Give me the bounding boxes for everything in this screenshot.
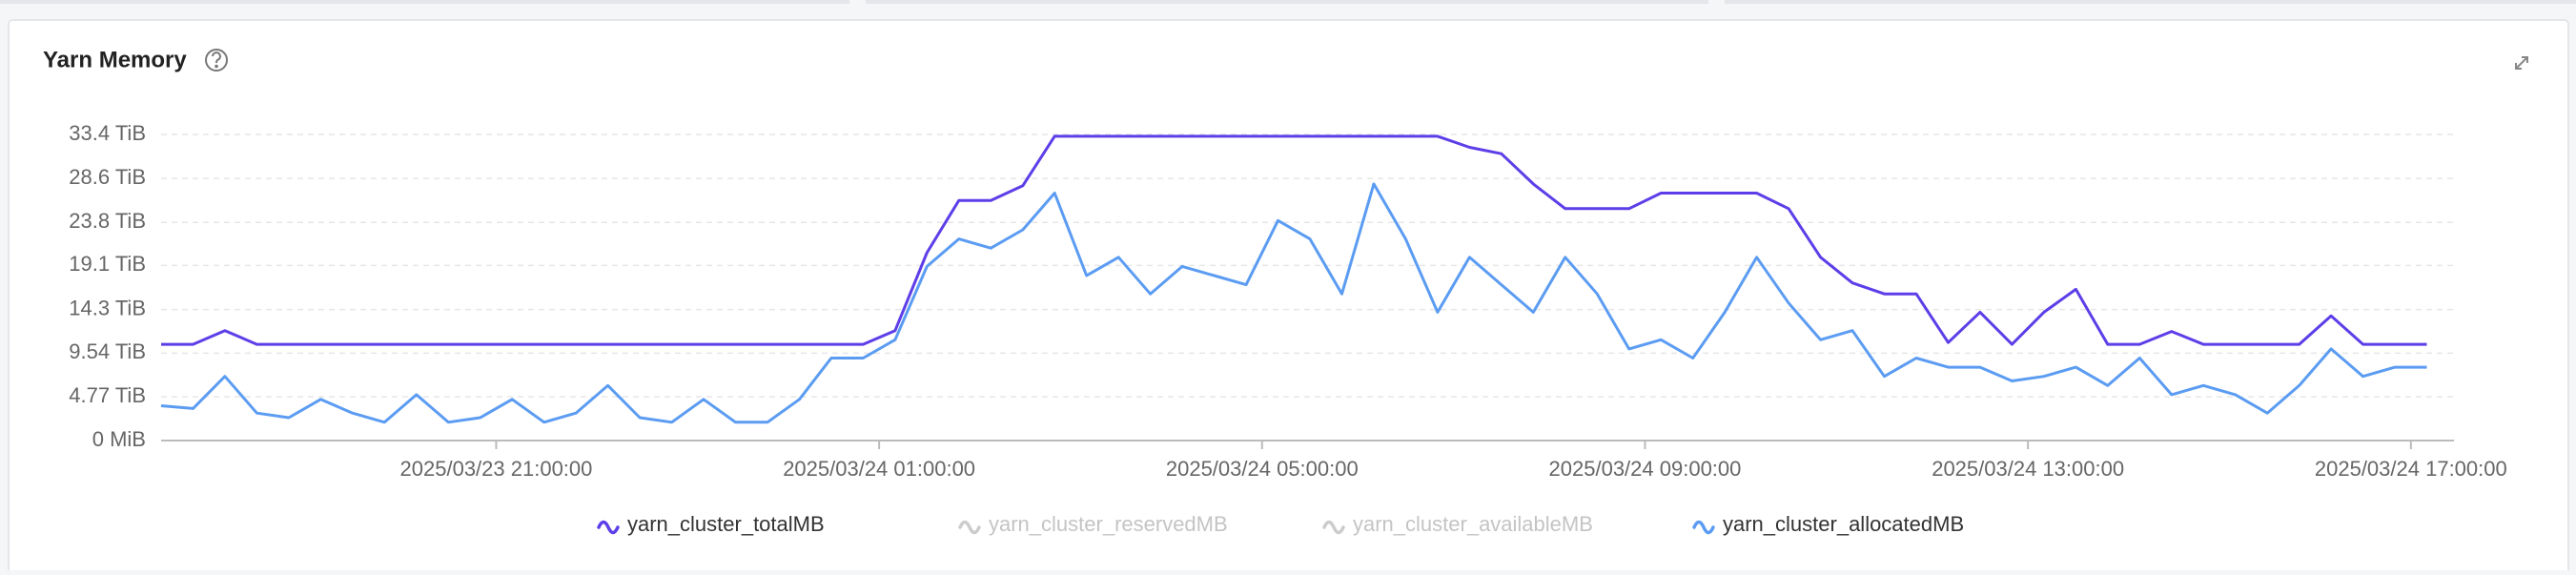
help-icon[interactable] (205, 49, 228, 72)
plot (160, 134, 2427, 424)
card-edge (0, 0, 849, 4)
legend-icon (958, 520, 981, 535)
y-tick-label: 0 MiB (92, 427, 146, 451)
legend-icon (1322, 520, 1345, 535)
grid (161, 133, 2454, 398)
y-tick-label: 14.3 TiB (69, 296, 146, 319)
card-edge (866, 0, 1708, 4)
legend-label: yarn_cluster_allocatedMB (1723, 512, 1964, 536)
x-tick-label: 2025/03/23 21:00:00 (400, 457, 593, 481)
legend-item[interactable]: yarn_cluster_allocatedMB (1692, 512, 1964, 536)
x-tick-label: 2025/03/24 17:00:00 (2315, 457, 2507, 481)
x-tick-label: 2025/03/24 01:00:00 (783, 457, 975, 481)
series-line (160, 182, 2427, 424)
x-tick-label: 2025/03/24 05:00:00 (1166, 457, 1359, 481)
x-tick-label: 2025/03/24 09:00:00 (1549, 457, 1742, 481)
legend-label: yarn_cluster_reservedMB (989, 512, 1228, 536)
legend-item[interactable]: yarn_cluster_totalMB (597, 512, 825, 536)
legend-icon (1692, 520, 1715, 535)
expand-icon[interactable] (2515, 56, 2528, 70)
legend: yarn_cluster_totalMB yarn_cluster_reserve… (597, 512, 1964, 536)
chart-title: Yarn Memory (43, 47, 187, 72)
legend-label: yarn_cluster_availableMB (1353, 512, 1593, 536)
axes: 0 MiB 4.77 TiB 9.54 TiB 14.3 TiB 19.1 TiB 23.… (69, 121, 2506, 481)
y-tick-label: 28.6 TiB (69, 165, 146, 189)
y-tick-label: 4.77 TiB (69, 383, 146, 407)
legend-icon (597, 520, 620, 535)
series-line (161, 134, 2427, 346)
card-edge (1725, 0, 2576, 4)
y-tick-label: 19.1 TiB (69, 252, 146, 276)
x-tick-label: 2025/03/24 13:00:00 (1932, 457, 2124, 481)
legend-item[interactable]: yarn_cluster_availableMB (1322, 512, 1593, 536)
y-tick-label: 23.8 TiB (69, 209, 146, 233)
legend-label: yarn_cluster_totalMB (627, 512, 825, 536)
panel (8, 19, 2569, 575)
legend-item[interactable]: yarn_cluster_reservedMB (958, 512, 1228, 536)
y-tick-label: 33.4 TiB (69, 121, 146, 145)
y-tick-label: 9.54 TiB (69, 339, 146, 363)
